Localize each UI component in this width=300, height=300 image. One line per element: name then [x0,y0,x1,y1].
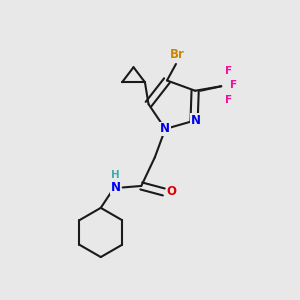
Text: N: N [160,122,170,136]
Text: F: F [225,95,232,105]
Text: N: N [111,181,121,194]
Text: H: H [111,170,120,180]
Text: N: N [190,114,201,127]
Text: Br: Br [170,49,185,62]
Text: O: O [166,185,176,199]
Text: F: F [230,80,237,90]
Text: F: F [225,66,232,76]
